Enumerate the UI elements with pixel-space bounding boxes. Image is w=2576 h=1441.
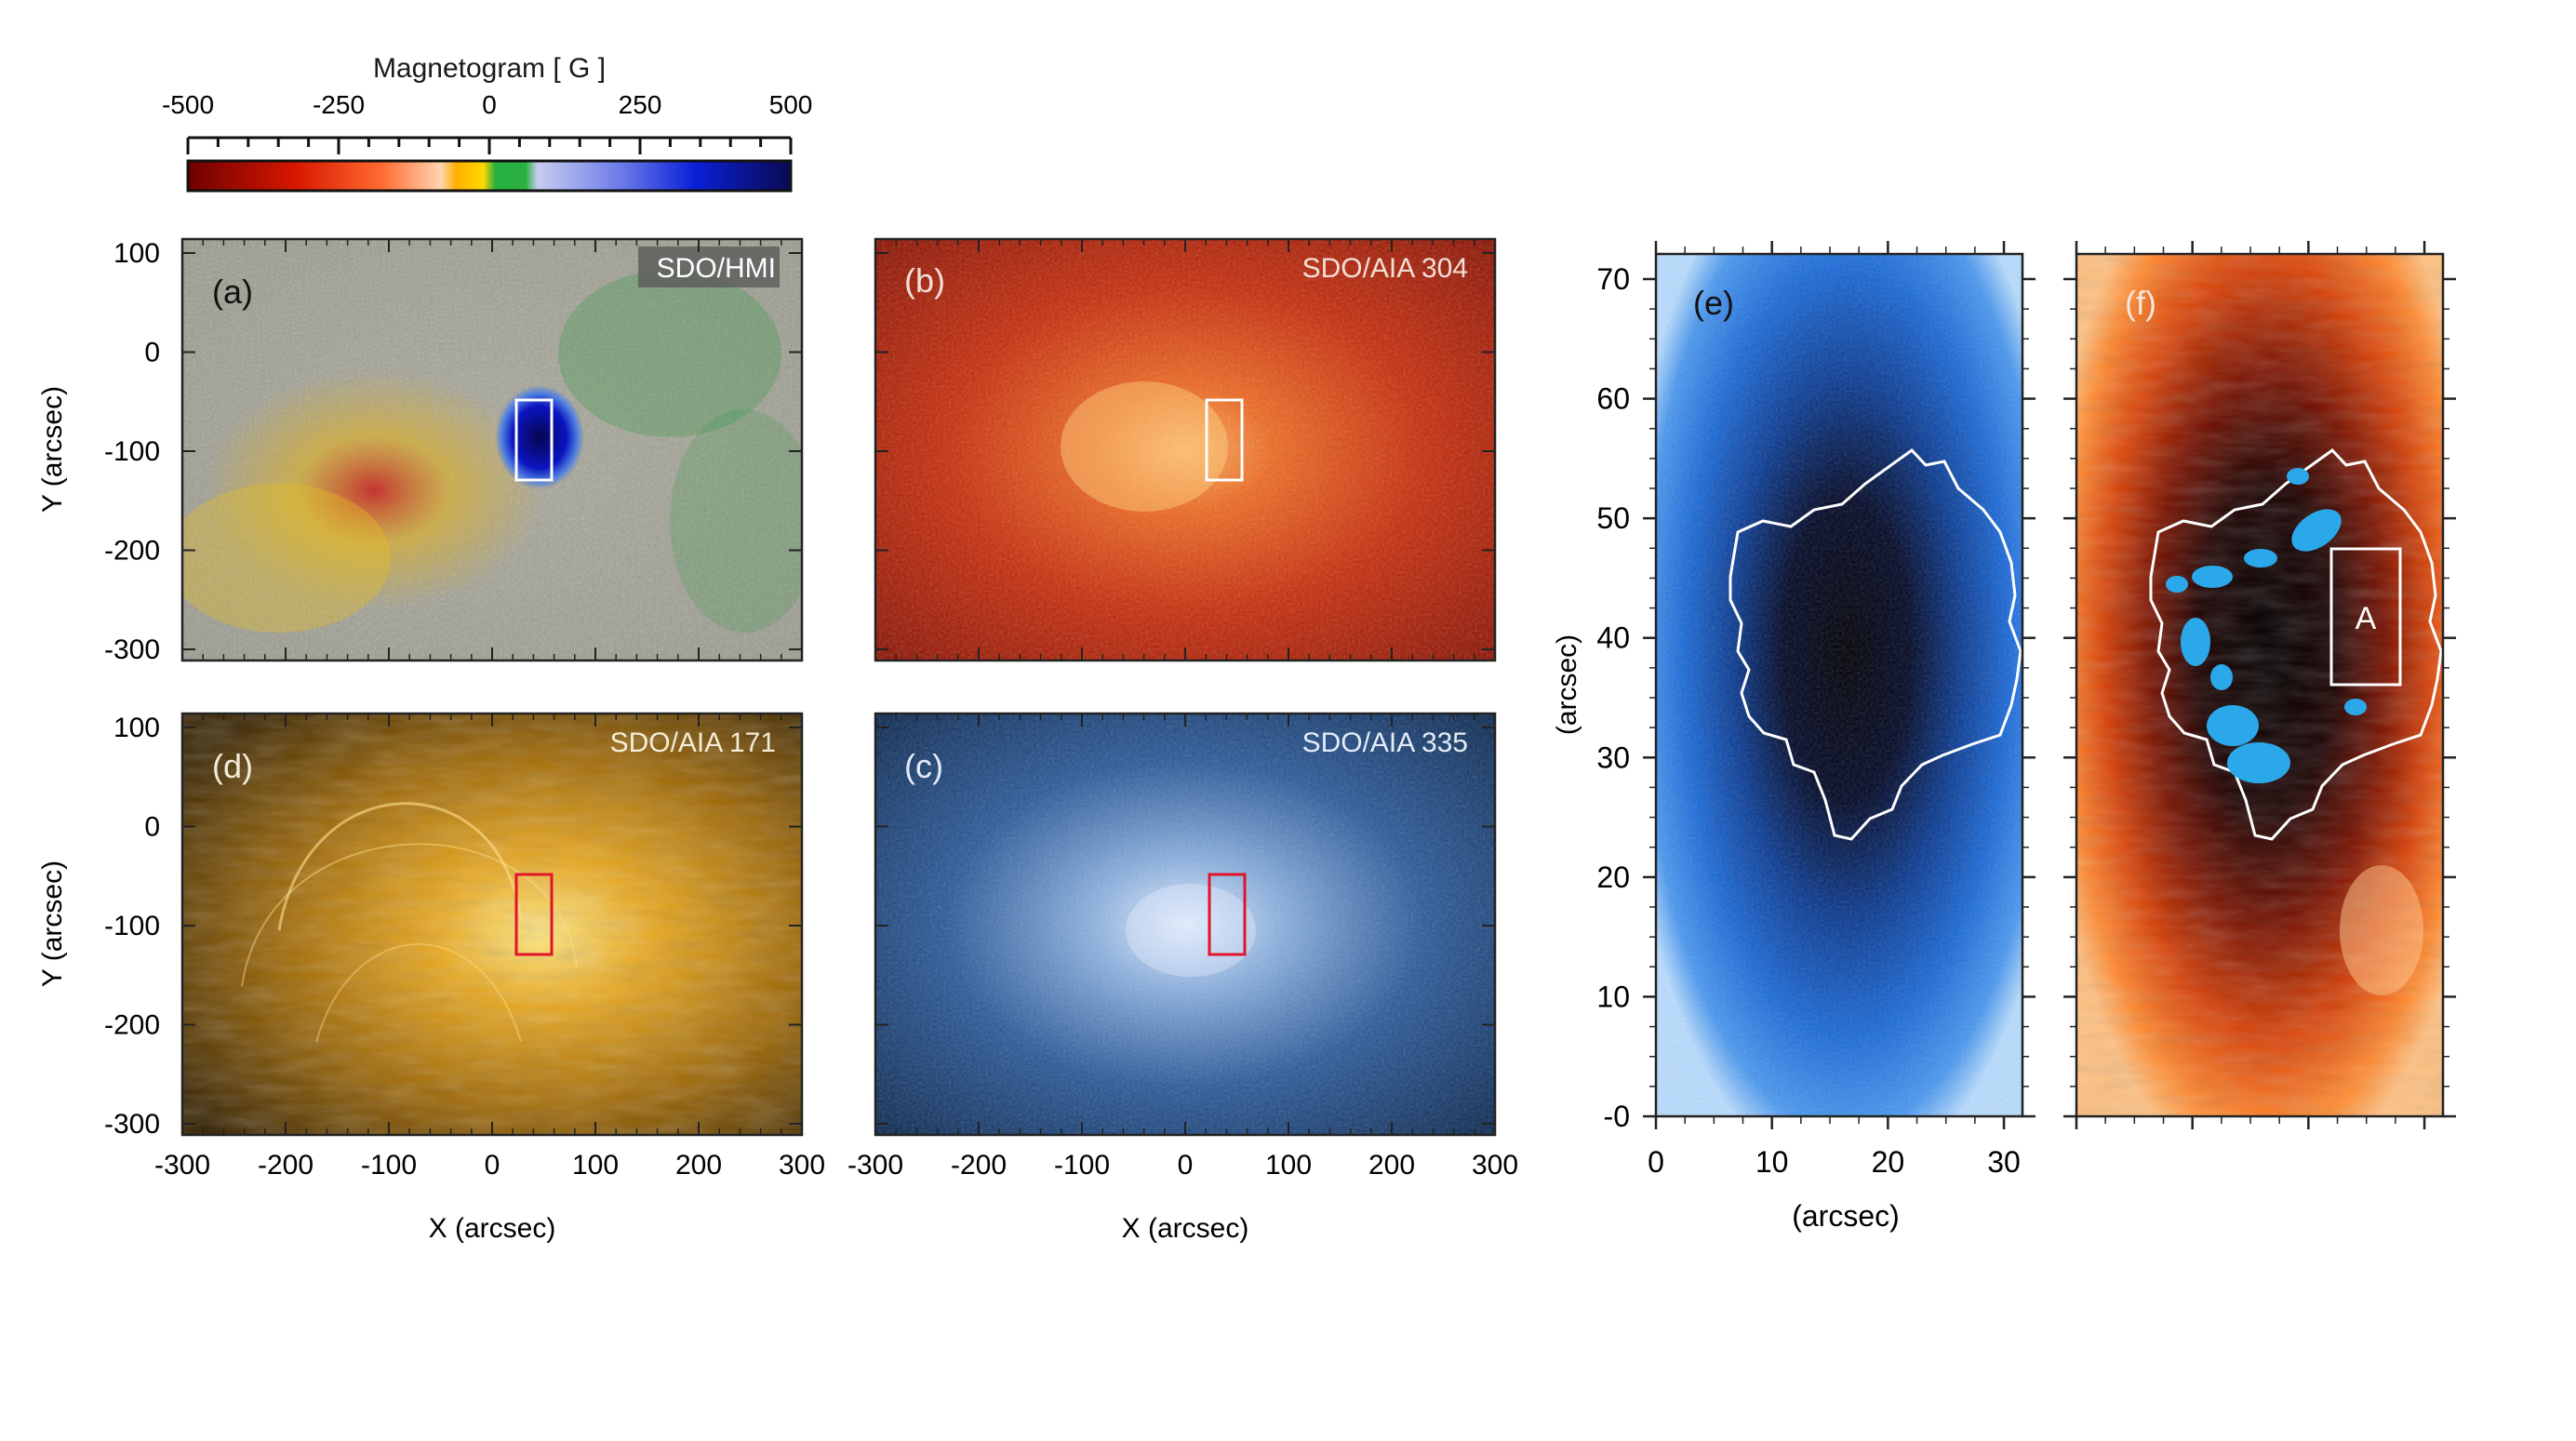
- zoom-y-tick-label: 40: [1596, 621, 1630, 655]
- panel-b-label: (b): [904, 261, 945, 300]
- x-axis-label-right: X (arcsec): [1122, 1213, 1249, 1244]
- x-tick-label: -300: [848, 1150, 903, 1181]
- colorbar: Magnetogram [ G ] -500 -250 0 250 500: [162, 53, 813, 193]
- zoom-y-tick-label: 20: [1596, 861, 1630, 894]
- zoom-y-tick-label: 60: [1596, 382, 1630, 416]
- y-axis-label-top: Y (arcsec): [37, 386, 68, 513]
- panel-f-box-label: A: [2356, 601, 2377, 636]
- x-tick-label: -100: [1054, 1150, 1110, 1181]
- y-tick-label: -300: [104, 1109, 160, 1140]
- blue-patch: [2207, 705, 2259, 746]
- panel-b-region-box: [1205, 398, 1244, 482]
- panel-d-aia171: SDO/AIA 171 (d): [180, 712, 804, 1137]
- x-tick-label: 100: [572, 1150, 619, 1181]
- panel-c-label: (c): [904, 747, 943, 785]
- hmi-label-background: [638, 247, 780, 287]
- colorbar-tick-label: 500: [769, 90, 813, 119]
- blue-patch: [2344, 699, 2367, 715]
- zoom-y-tick-label: 50: [1596, 501, 1630, 535]
- panel-c-instrument: SDO/AIA 335: [1302, 727, 1468, 758]
- x-tick-label: 0: [485, 1150, 501, 1181]
- panel-a-label: (a): [212, 273, 253, 311]
- panel-e-label: (e): [1693, 284, 1734, 322]
- y-tick-label: -100: [104, 436, 160, 467]
- panel-e-zoom: (e): [1654, 252, 2024, 1118]
- panel-a-region-box: [514, 398, 554, 482]
- x-tick-label: 300: [1472, 1150, 1518, 1181]
- y-tick-label: 0: [144, 812, 160, 843]
- panel-a-instrument: SDO/HMI: [657, 253, 776, 284]
- colorbar-tick-label: -500: [162, 90, 214, 119]
- colorbar-ticks: [186, 138, 793, 154]
- panel-b-aia304: SDO/AIA 304 (b): [874, 237, 1497, 662]
- blue-patch: [2291, 509, 2342, 552]
- blue-patch: [2192, 566, 2233, 588]
- zoom-panel-axes: 0 10 20 30 70 60 50 40 30 20 10 -0: [1596, 241, 2456, 1179]
- y-tick-label: -100: [104, 911, 160, 941]
- colorbar-ramp: [186, 159, 793, 193]
- blue-patch: [2287, 468, 2309, 485]
- umbra-contour: [1728, 448, 2022, 841]
- panel-d-instrument: SDO/AIA 171: [610, 727, 776, 758]
- panel-f-label: (f): [2125, 284, 2156, 322]
- x-tick-label: -300: [154, 1150, 210, 1181]
- y-tick-label: 100: [113, 713, 160, 743]
- colorbar-tick-label: -250: [313, 90, 365, 119]
- y-tick-label: 100: [113, 238, 160, 269]
- zoom-x-tick-label: 0: [1648, 1145, 1664, 1179]
- y-tick-label: 0: [144, 338, 160, 368]
- x-tick-label: 100: [1265, 1150, 1312, 1181]
- zoom-y-tick-label: 30: [1596, 741, 1630, 774]
- x-tick-label: 200: [1368, 1150, 1415, 1181]
- x-tick-label: 0: [1178, 1150, 1194, 1181]
- x-tick-label: 200: [675, 1150, 722, 1181]
- zoom-y-tick-label: -0: [1604, 1100, 1630, 1133]
- blue-patch: [2166, 576, 2188, 593]
- blue-patch: [2210, 664, 2233, 690]
- panel-d-region-box: [514, 873, 554, 956]
- zoom-x-axis-label: (arcsec): [1792, 1199, 1900, 1233]
- x-tick-label: -200: [258, 1150, 314, 1181]
- x-axis-label-left: X (arcsec): [429, 1213, 556, 1244]
- y-tick-label: -200: [104, 536, 160, 567]
- x-tick-label: 300: [779, 1150, 825, 1181]
- umbra-contour-f: [2149, 448, 2443, 841]
- panel-a-hmi: SDO/HMI (a): [180, 237, 804, 662]
- zoom-x-tick-label: 30: [1987, 1145, 2021, 1179]
- blue-patch: [2181, 618, 2210, 666]
- y-tick-label: -200: [104, 1010, 160, 1041]
- blue-patch: [2227, 742, 2290, 783]
- blue-patch: [2244, 549, 2277, 567]
- x-tick-label: -100: [361, 1150, 417, 1181]
- small-panel-axes: 100 0 -100 -200 -300 -300 -200 -100 0 100 200 300 10…: [104, 238, 1518, 1181]
- y-tick-label: -300: [104, 634, 160, 665]
- zoom-x-tick-label: 20: [1872, 1145, 1905, 1179]
- y-axis-label-bottom: Y (arcsec): [37, 861, 68, 987]
- panel-f-box-a: [2329, 547, 2402, 687]
- zoom-y-tick-label: 10: [1596, 980, 1630, 1013]
- colorbar-title: Magnetogram [ G ]: [373, 53, 606, 84]
- panel-c-aia335: SDO/AIA 335 (c): [874, 712, 1497, 1137]
- x-tick-label: -200: [951, 1150, 1007, 1181]
- zoom-x-tick-label: 10: [1755, 1145, 1789, 1179]
- panel-c-region-box: [1208, 873, 1247, 956]
- zoom-y-axis-label: (arcsec): [1552, 634, 1582, 735]
- panel-b-instrument: SDO/AIA 304: [1302, 253, 1468, 284]
- colorbar-tick-label: 250: [619, 90, 662, 119]
- blue-patches: [2166, 468, 2367, 783]
- zoom-y-tick-label: 70: [1596, 262, 1630, 296]
- panel-f-zoom: A (f): [2075, 252, 2445, 1118]
- panel-d-label: (d): [212, 747, 253, 785]
- colorbar-tick-label: 0: [482, 90, 497, 119]
